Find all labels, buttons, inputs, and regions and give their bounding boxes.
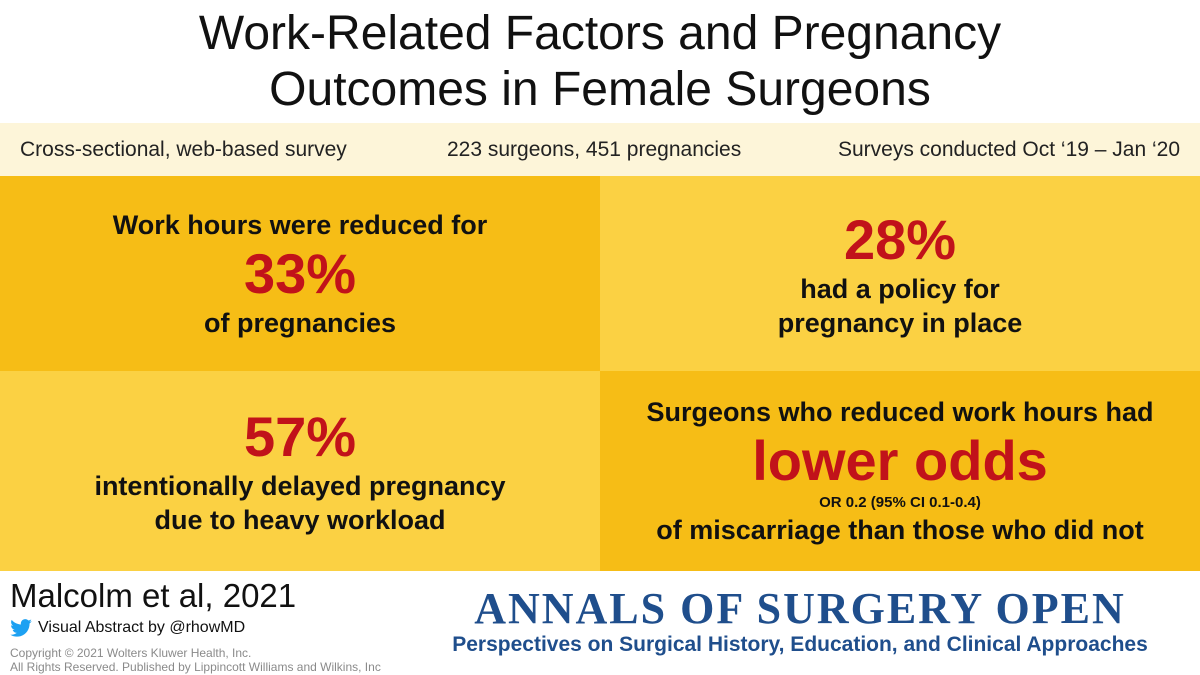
panel-stat: lower odds	[752, 429, 1048, 492]
copyright-notice: Copyright © 2021 Wolters Kluwer Health, …	[10, 646, 381, 674]
citation: Malcolm et al, 2021	[10, 577, 297, 614]
panel-tail-text-2: due to heavy workload	[154, 505, 446, 535]
visual-abstract-credit: Visual Abstract by @rhowMD	[10, 618, 245, 638]
copyright-line-1: Copyright © 2021 Wolters Kluwer Health, …	[10, 646, 252, 660]
journal-name: ANNALS OF SURGERY OPEN	[474, 584, 1126, 633]
panel-miscarriage-odds: Surgeons who reduced work hours had lowe…	[600, 371, 1200, 571]
panel-tail-text: of miscarriage than those who did not	[656, 515, 1144, 545]
twitter-bird-icon	[10, 619, 32, 637]
panel-tail-text-1: had a policy for	[800, 273, 1000, 304]
panel-work-hours-reduced: Work hours were reduced for 33% of pregn…	[0, 176, 600, 371]
panel-stat: 28%	[843, 207, 957, 271]
panel-pregnancy-policy: 28% had a policy for pregnancy in place	[600, 176, 1200, 371]
panel-stat: 57%	[243, 405, 357, 468]
study-period: Surveys conducted Oct ‘19 – Jan ‘20	[837, 138, 1180, 161]
title-line-1: Work-Related Factors and Pregnancy	[198, 7, 1002, 60]
journal-logo: ANNALS OF SURGERY OPEN Perspectives on S…	[408, 586, 1192, 658]
panel-delayed-pregnancy: 57% intentionally delayed pregnancy due …	[0, 371, 600, 571]
study-sample: 223 surgeons, 451 pregnancies	[447, 138, 742, 161]
panel-lead-text: Work hours were reduced for	[112, 209, 488, 240]
panel-tail-text-1: intentionally delayed pregnancy	[94, 471, 506, 501]
abstract-credit-text: Visual Abstract by @rhowMD	[38, 619, 246, 636]
page-title: Work-Related Factors and Pregnancy Outco…	[0, 6, 1200, 118]
study-info-bar: Cross-sectional, web-based survey 223 su…	[0, 123, 1200, 176]
copyright-line-2: All Rights Reserved. Published by Lippin…	[10, 660, 381, 674]
journal-subtitle: Perspectives on Surgical History, Educat…	[452, 633, 1148, 656]
panel-lead-text: Surgeons who reduced work hours had	[646, 397, 1154, 427]
odds-ratio-note: OR 0.2 (95% CI 0.1-0.4)	[819, 494, 981, 511]
study-design: Cross-sectional, web-based survey	[20, 138, 347, 161]
panel-tail-text-2: pregnancy in place	[777, 307, 1023, 338]
title-line-2: Outcomes in Female Surgeons	[269, 63, 931, 116]
panel-stat: 33%	[243, 241, 357, 305]
panel-tail-text: of pregnancies	[203, 307, 397, 338]
